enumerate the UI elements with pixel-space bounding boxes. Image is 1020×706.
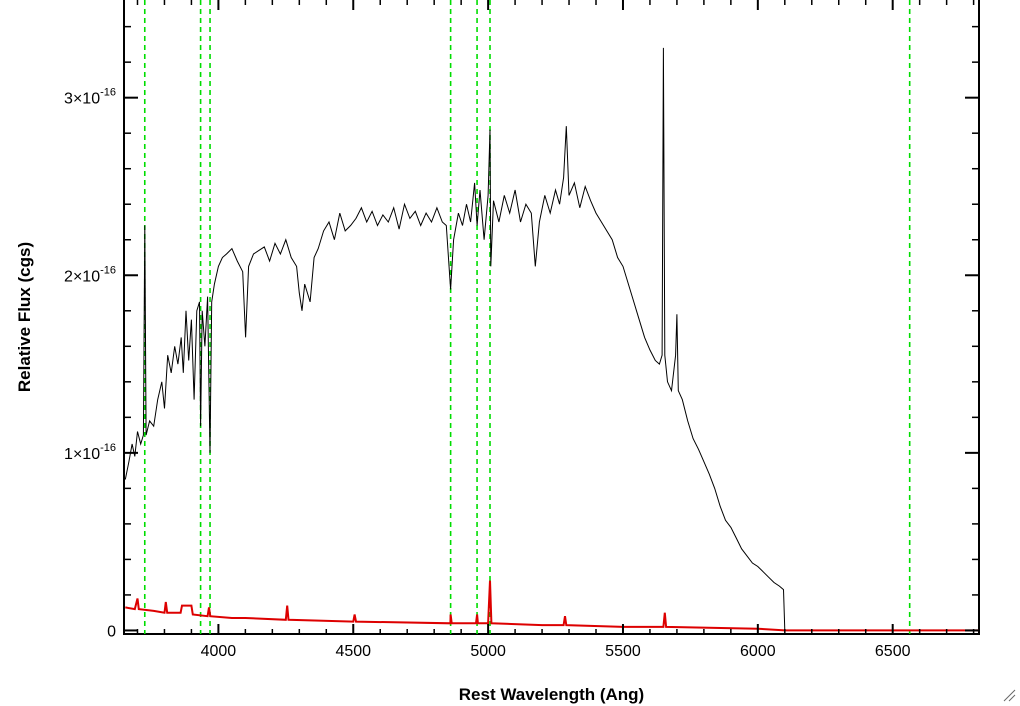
x-axis-title: Rest Wavelength (Ang) (459, 685, 644, 704)
y-tick-label: 1×10-16 (64, 442, 116, 463)
x-tick-label: 4000 (201, 643, 237, 660)
spectrum-flux-line (124, 47, 979, 631)
x-tick-label: 5500 (605, 643, 641, 660)
x-tick-label: 6500 (875, 643, 911, 660)
x-tick-label: 6000 (740, 643, 776, 660)
spectrum-error-line (125, 580, 979, 632)
resize-grip-icon[interactable] (1002, 688, 1016, 702)
spectrum-series (124, 47, 979, 632)
y-tick-label: 2×10-16 (64, 264, 116, 285)
plot-frame (123, 0, 980, 635)
emission-line-markers (143, 0, 911, 634)
tick-labels: 4000 4500 5000 5500 6000 6500 0 1×10-16 2×10-16 3… (64, 87, 911, 660)
axis-ticks (124, 0, 979, 634)
y-tick-label: 3×10-16 (64, 87, 116, 108)
y-tick-label: 0 (107, 623, 116, 640)
x-tick-label: 4500 (335, 643, 371, 660)
x-tick-label: 5000 (470, 643, 506, 660)
y-axis-title: Relative Flux (cgs) (15, 242, 34, 392)
